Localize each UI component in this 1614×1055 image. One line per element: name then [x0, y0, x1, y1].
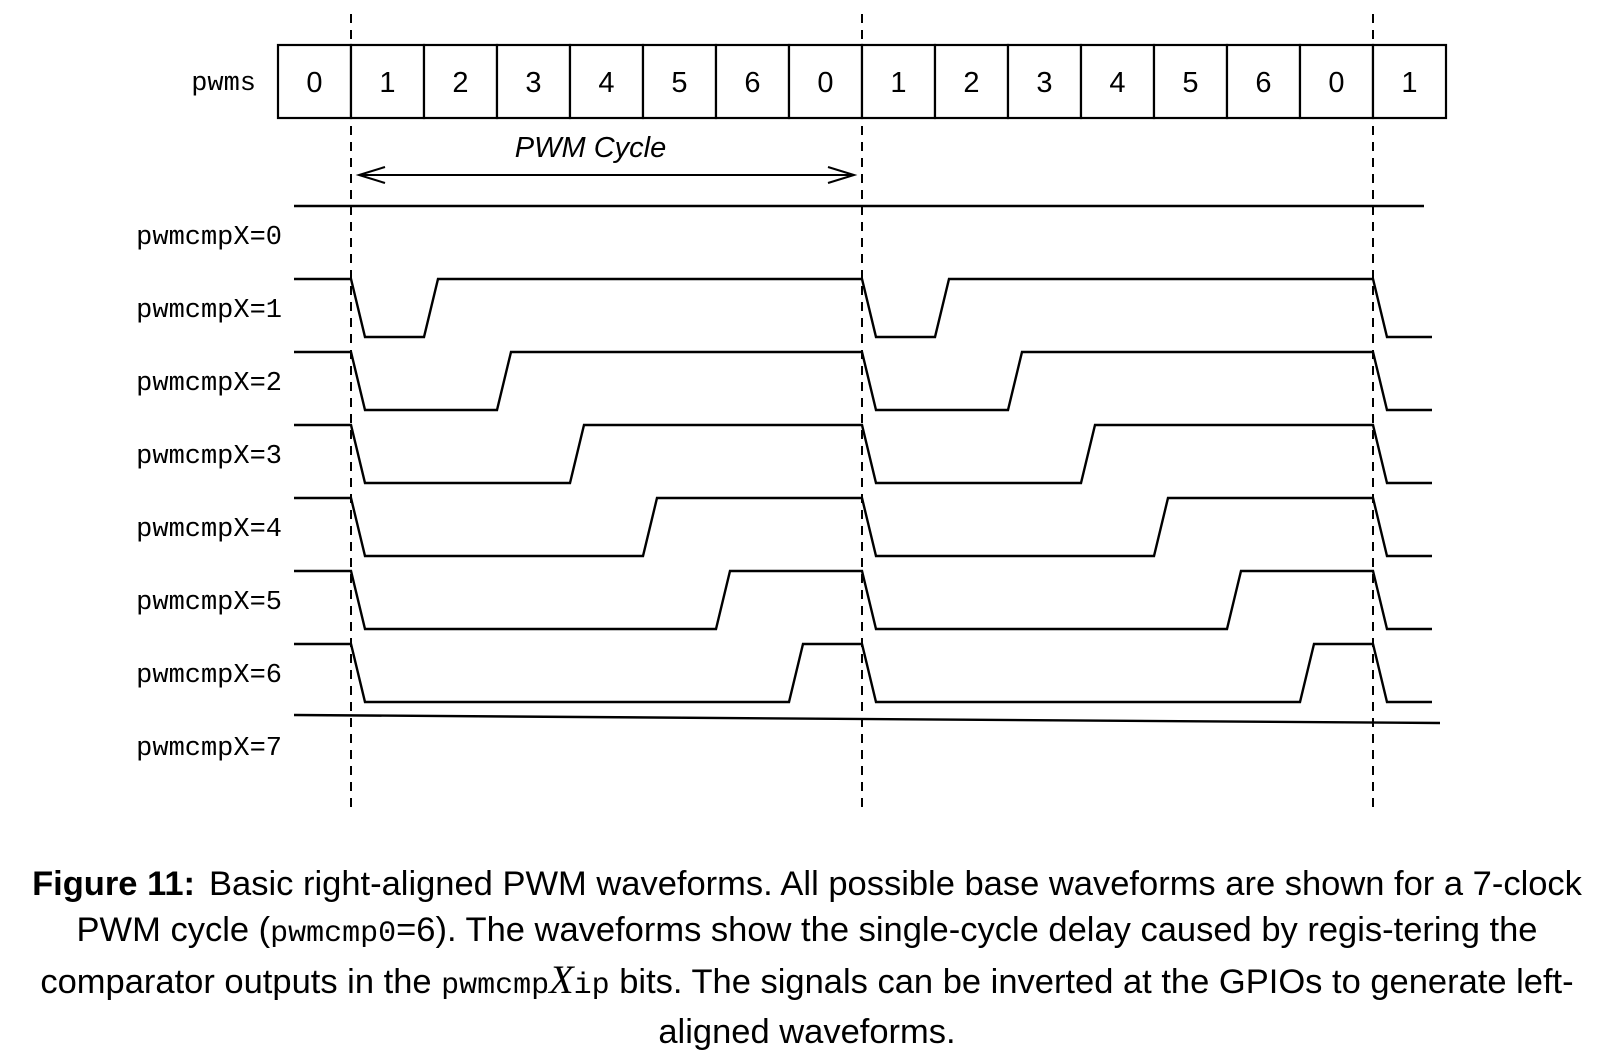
waveform-rows: pwmcmpX=0 pwmcmpX=1 pwmcmpX=2 pwmcmpX=3 pwmc…: [136, 204, 1441, 764]
pwms-cell: [349, 43, 426, 120]
caption-code-pwmcmp0: pwmcmp0: [270, 916, 397, 951]
pwms-cell: [1079, 43, 1156, 120]
pwms-cell: [1152, 43, 1229, 120]
caption-text-3: bits. The signals can be inverted at the…: [609, 963, 1574, 1051]
pwms-cell-value: 6: [744, 67, 760, 99]
signal-waveform: [294, 496, 1432, 558]
caption-code-pwmcmp: pwmcmp: [441, 969, 550, 1003]
pwms-cell-value: 3: [525, 67, 541, 99]
caption-text-2: =6). The waveforms show the single-cycle…: [40, 910, 1538, 1002]
pwms-cell-value: 0: [306, 67, 322, 99]
pwms-cell: [714, 43, 791, 120]
pwms-cell: [787, 43, 864, 120]
pwms-cell: [276, 43, 353, 120]
pwms-cell-value: 4: [1109, 67, 1125, 99]
pwm-waveform-diagram: pwms 0 1 2 3 4 5 6 0 1 2 3 4 5 6 0 1 PWM Cycle pwmcmpX=0…: [136, 14, 1448, 812]
pwms-counter-row: pwms 0 1 2 3 4 5 6 0 1 2 3 4 5 6 0 1: [191, 43, 1448, 120]
signal-label: pwmcmpX=1: [136, 296, 282, 326]
pwms-cell: [422, 43, 499, 120]
pwms-cell-value: 4: [598, 67, 614, 99]
pwms-cell-value: 1: [890, 67, 906, 99]
pwms-cell-value: 0: [817, 67, 833, 99]
cycle-boundary-lines: [350, 14, 1374, 812]
pwms-cell-value: 1: [379, 67, 395, 99]
pwm-cycle-arrowhead-left: [355, 166, 386, 184]
signal-label: pwmcmpX=6: [136, 661, 282, 691]
pwms-cell-value: 5: [1182, 67, 1198, 99]
pwms-cell-value: 6: [1255, 67, 1271, 99]
signal-waveform: [294, 569, 1432, 631]
pwms-cell-value: 3: [1036, 67, 1052, 99]
pwm-cycle-arrowhead-right: [827, 166, 858, 184]
signal-label: pwmcmpX=4: [136, 515, 282, 545]
caption-code-ip: ip: [573, 969, 610, 1003]
signal-waveform: [294, 642, 1432, 704]
signal-waveform: [294, 277, 1432, 339]
signal-label: pwmcmpX=3: [136, 442, 282, 472]
pwm-cycle-label: PWM Cycle: [515, 132, 666, 164]
figure-caption: Figure 11: Basic right-aligned PWM wavefo…: [30, 862, 1584, 1055]
figure-label: Figure 11:: [32, 865, 196, 903]
pwms-cell: [568, 43, 645, 120]
pwms-cell-value: 2: [452, 67, 468, 99]
pwms-cell: [1225, 43, 1302, 120]
caption-math-x: X: [549, 957, 574, 1002]
pwms-label: pwms: [191, 69, 256, 99]
signal-label: pwmcmpX=0: [136, 223, 282, 253]
pwms-cell: [933, 43, 1010, 120]
pwms-cell-value: 5: [671, 67, 687, 99]
pwms-cell-value: 1: [1401, 67, 1417, 99]
signal-label: pwmcmpX=7: [136, 734, 282, 764]
pwms-cell: [641, 43, 718, 120]
signal-label: pwmcmpX=5: [136, 588, 282, 618]
signal-waveform: [293, 713, 1441, 725]
caption-text-1: Basic right-aligned PWM waveforms. All p…: [76, 865, 1582, 949]
signal-waveform: [294, 350, 1432, 412]
signal-waveform: [294, 423, 1432, 485]
pwms-cell-value: 2: [963, 67, 979, 99]
pwms-cell-value: 0: [1328, 67, 1344, 99]
pwm-cycle-marker: PWM Cycle: [355, 132, 858, 184]
signal-label: pwmcmpX=2: [136, 369, 282, 399]
